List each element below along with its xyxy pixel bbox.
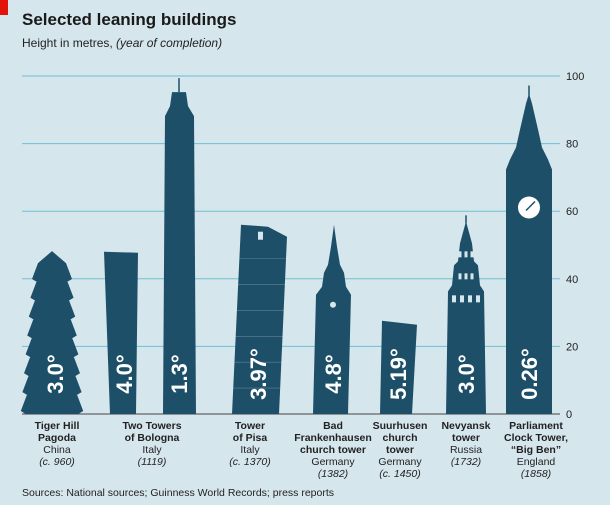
building-year: (1732) (450, 456, 482, 468)
y-tick-label-80: 80 (566, 139, 578, 151)
building-asinelli (163, 92, 196, 414)
nevyansk-window (452, 295, 456, 303)
nevyansk-window (458, 273, 462, 280)
chart-subtitle: Height in metres, (year of completion) (22, 36, 222, 50)
building-year: (c. 960) (39, 456, 75, 468)
building-tower-of-pisa (232, 224, 287, 414)
building-year: (c. 1450) (379, 468, 421, 480)
building-suurhusen (380, 320, 417, 414)
building-label: Tower of Pisa Italy (c. 1370) (200, 420, 300, 468)
y-tick-label-100: 100 (566, 71, 584, 83)
nevyansk-window (468, 295, 472, 303)
nevyansk-window (460, 295, 464, 303)
big-ben-clock-hand (525, 206, 530, 212)
building-name-line: Frankenhausen (294, 432, 372, 444)
lean-angle-label: 1.3° (167, 354, 192, 393)
y-tick-label-40: 40 (566, 274, 578, 286)
building-name-line: Bad (323, 420, 343, 432)
building-name-line: church (382, 432, 418, 444)
building-tiger-hill-pagoda (20, 251, 84, 414)
nevyansk-window (464, 251, 468, 258)
y-tick-label-60: 60 (566, 206, 578, 218)
building-country: Italy (142, 444, 162, 456)
building-country: Germany (311, 456, 355, 468)
lean-angle-label: 4.0° (112, 354, 137, 393)
nevyansk-window (470, 251, 474, 258)
nevyansk-window (476, 295, 480, 303)
pisa-window (258, 231, 263, 240)
building-label: Parliament Clock Tower, “Big Ben” England (1… (486, 420, 586, 480)
building-name-line: of Bologna (124, 432, 180, 444)
chart-title: Selected leaning buildings (22, 10, 237, 29)
building-label: Bad Frankenhausen church tower Germany (1382… (283, 420, 383, 480)
building-big-ben (506, 93, 552, 414)
lean-angle-label: 5.19° (386, 348, 411, 400)
brand-accent-bar (0, 0, 8, 15)
subtitle-main: Height in metres, (22, 36, 113, 50)
building-name-line: tower (451, 432, 480, 444)
building-year: (1119) (137, 456, 167, 468)
building-name-line: Tower (234, 420, 266, 432)
building-name-line: Nevyansk (441, 420, 491, 432)
building-year: (1858) (520, 468, 552, 480)
building-name-line: Parliament (509, 420, 563, 432)
building-bad-frankenhausen (313, 224, 351, 414)
building-name-line: “Big Ben” (510, 444, 562, 456)
y-tick-label-0: 0 (566, 409, 572, 420)
building-name-line: Suurhusen (372, 420, 428, 432)
lean-angle-label: 3.0° (454, 354, 479, 393)
building-name-line: Pagoda (38, 432, 76, 444)
building-name-line: tower (385, 444, 414, 456)
lean-angle-label: 3.97° (246, 348, 271, 400)
building-year: (c. 1370) (229, 456, 271, 468)
building-name-line: Tiger Hill (34, 420, 80, 432)
lean-angle-label: 0.26° (517, 348, 542, 400)
big-ben-clock-hand (528, 200, 536, 209)
building-name-line: of Pisa (232, 432, 268, 444)
building-country: China (43, 444, 71, 456)
building-label: Tiger Hill Pagoda China (c. 960) (7, 420, 107, 468)
building-label: Two Towers of Bologna Italy (1119) (102, 420, 202, 468)
lean-angle-label: 4.8° (321, 354, 346, 393)
building-country: Germany (378, 456, 422, 468)
building-country: Italy (240, 444, 260, 456)
nevyansk-window (470, 273, 474, 280)
frankenhausen-clock (330, 301, 336, 308)
building-label: Suurhusen church tower Germany (c. 1450) (350, 420, 450, 480)
leaning-buildings-chart: 0 20 40 60 80 100 3.0° 4.0° 1.3° 3.97° 4.8° 5.19° 3.… (20, 71, 584, 420)
building-name-line: church tower (300, 444, 366, 456)
lean-angle-label: 3.0° (43, 354, 68, 393)
building-nevyansk (446, 221, 486, 414)
building-country: Russia (449, 444, 483, 456)
building-garisenda (104, 251, 138, 414)
nevyansk-window (458, 251, 462, 258)
building-label: Nevyansk tower Russia (1732) (416, 420, 516, 468)
nevyansk-window (464, 273, 468, 280)
subtitle-italic: (year of completion) (116, 36, 223, 50)
building-name-line: Two Towers (122, 420, 182, 432)
building-name-line: Clock Tower, (504, 432, 568, 444)
building-year: (1382) (317, 468, 349, 480)
building-country: England (516, 456, 556, 468)
y-tick-label-20: 20 (566, 341, 578, 353)
source-note: Sources: National sources; Guinness Worl… (22, 487, 335, 499)
